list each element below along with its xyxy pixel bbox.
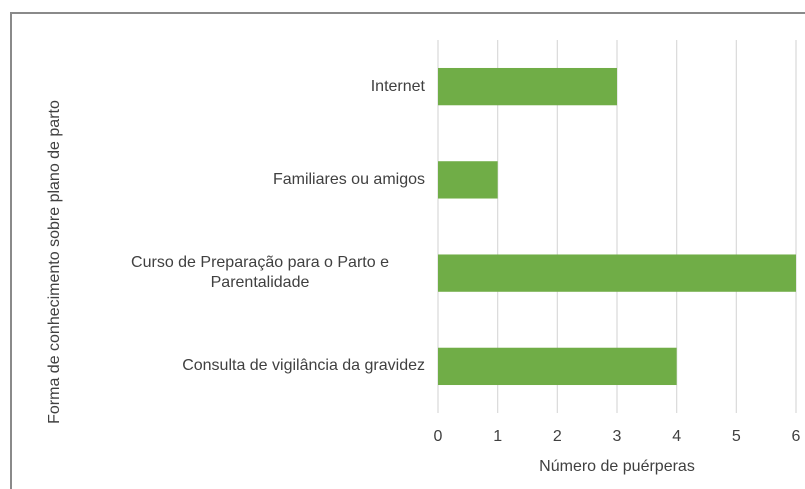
x-tick-label: 4 xyxy=(672,428,681,445)
x-tick-label: 5 xyxy=(732,428,741,445)
y-tick-label: Consulta de vigilância da gravidez xyxy=(182,357,425,375)
y-tick-label-box: Internet xyxy=(371,77,425,97)
bar xyxy=(438,347,677,386)
y-tick-label: Internet xyxy=(370,77,425,95)
bar xyxy=(438,161,498,199)
x-tick-label: 2 xyxy=(553,428,562,445)
x-tick-label: 6 xyxy=(792,428,801,445)
y-tick-label-box: Curso de Preparação para o Parto e Paren… xyxy=(95,253,425,293)
bar xyxy=(438,67,617,106)
bar xyxy=(438,254,796,292)
x-tick-label: 1 xyxy=(493,428,502,445)
x-axis-title: Número de puérperas xyxy=(539,458,695,475)
y-axis-title: Forma de conhecimento sobre plano de par… xyxy=(46,100,63,424)
frame xyxy=(10,12,805,489)
y-tick-label-box: Consulta de vigilância da gravidez xyxy=(182,356,425,376)
y-tick-label-box: Familiares ou amigos xyxy=(273,170,425,190)
x-tick-label: 3 xyxy=(613,428,622,445)
x-tick-label: 0 xyxy=(434,428,443,445)
y-tick-label: Familiares ou amigos xyxy=(272,170,425,188)
y-tick-label: Curso de Preparação para o Parto e Paren… xyxy=(131,254,389,292)
